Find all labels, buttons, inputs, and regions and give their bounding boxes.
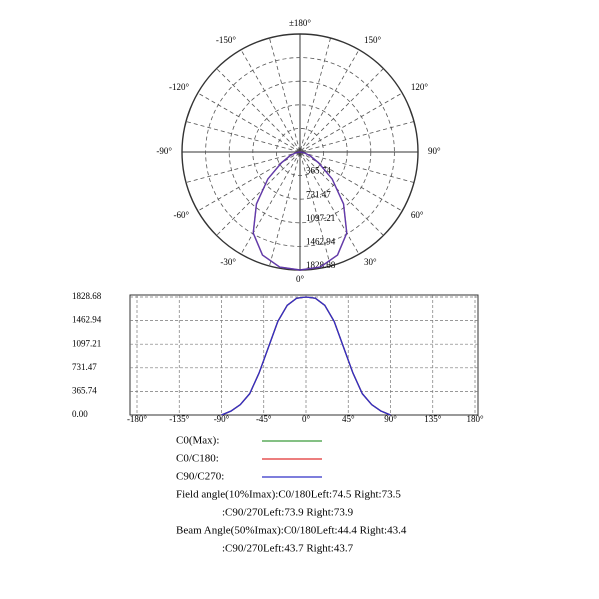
spoke (185, 121, 415, 183)
r-tick-label: 731.47 (306, 189, 331, 199)
angle-label: 150° (364, 35, 382, 45)
spoke (299, 151, 403, 212)
annotation: Beam Angle(50%Imax):C0/180Left:44.4 Righ… (176, 525, 407, 537)
angle-label: ±180° (289, 18, 311, 28)
angle-label: 120° (411, 82, 429, 92)
legend-label: C90/C270: (176, 471, 224, 483)
r-tick-label: 1462.94 (306, 236, 336, 246)
intensity-curve (221, 296, 391, 416)
y-tick-label: 1097.21 (72, 338, 101, 348)
legend-label: C0/C180: (176, 453, 219, 465)
spoke (216, 68, 384, 236)
spoke (216, 68, 384, 236)
r-tick-label: 1097.21 (306, 213, 335, 223)
ring (275, 127, 325, 177)
y-tick-label: 0.00 (72, 409, 88, 419)
angle-label: 90° (428, 146, 441, 156)
spoke (197, 151, 301, 212)
r-tick-label: 365.74 (306, 166, 331, 176)
x-tick-label: 0° (302, 414, 311, 424)
spoke (299, 151, 360, 255)
spoke (240, 49, 301, 153)
ring (252, 104, 348, 200)
y-tick-label: 1828.68 (72, 291, 102, 301)
y-tick-label: 731.47 (72, 362, 97, 372)
r-tick-label: 1828.68 (306, 260, 336, 270)
ring (205, 57, 395, 247)
x-tick-label: -135° (169, 414, 189, 424)
angle-label: 30° (364, 257, 377, 267)
x-tick-label: 90° (384, 414, 397, 424)
y-tick-label: 1462.94 (72, 315, 102, 325)
spoke (299, 92, 403, 153)
angle-label: -90° (156, 146, 172, 156)
annotation: Field angle(10%Imax):C0/180Left:74.5 Rig… (176, 489, 401, 501)
angle-label: -60° (174, 210, 190, 220)
spoke (299, 49, 360, 153)
x-tick-label: 45° (342, 414, 355, 424)
ring (228, 80, 372, 224)
x-tick-label: 135° (424, 414, 442, 424)
angle-label: -30° (220, 257, 236, 267)
angle-label: 0° (296, 274, 305, 284)
angle-label: -150° (216, 35, 236, 45)
legend-label: C0(Max): (176, 435, 219, 447)
spoke (185, 121, 415, 183)
spoke (197, 92, 301, 153)
x-tick-label: -90° (214, 414, 230, 424)
annotation: :C90/270Left:73.9 Right:73.9 (222, 507, 354, 519)
spoke (269, 37, 331, 267)
plot-frame (129, 294, 479, 416)
y-tick-label: 365.74 (72, 385, 97, 395)
angle-label: 60° (411, 210, 424, 220)
x-tick-label: 180° (466, 414, 484, 424)
annotation: :C90/270Left:43.7 Right:43.7 (222, 543, 354, 555)
x-tick-label: -45° (256, 414, 272, 424)
spoke (240, 151, 301, 255)
intensity-curve (252, 151, 348, 271)
spoke (269, 37, 331, 267)
x-tick-label: -180° (127, 414, 147, 424)
angle-label: -120° (169, 82, 189, 92)
